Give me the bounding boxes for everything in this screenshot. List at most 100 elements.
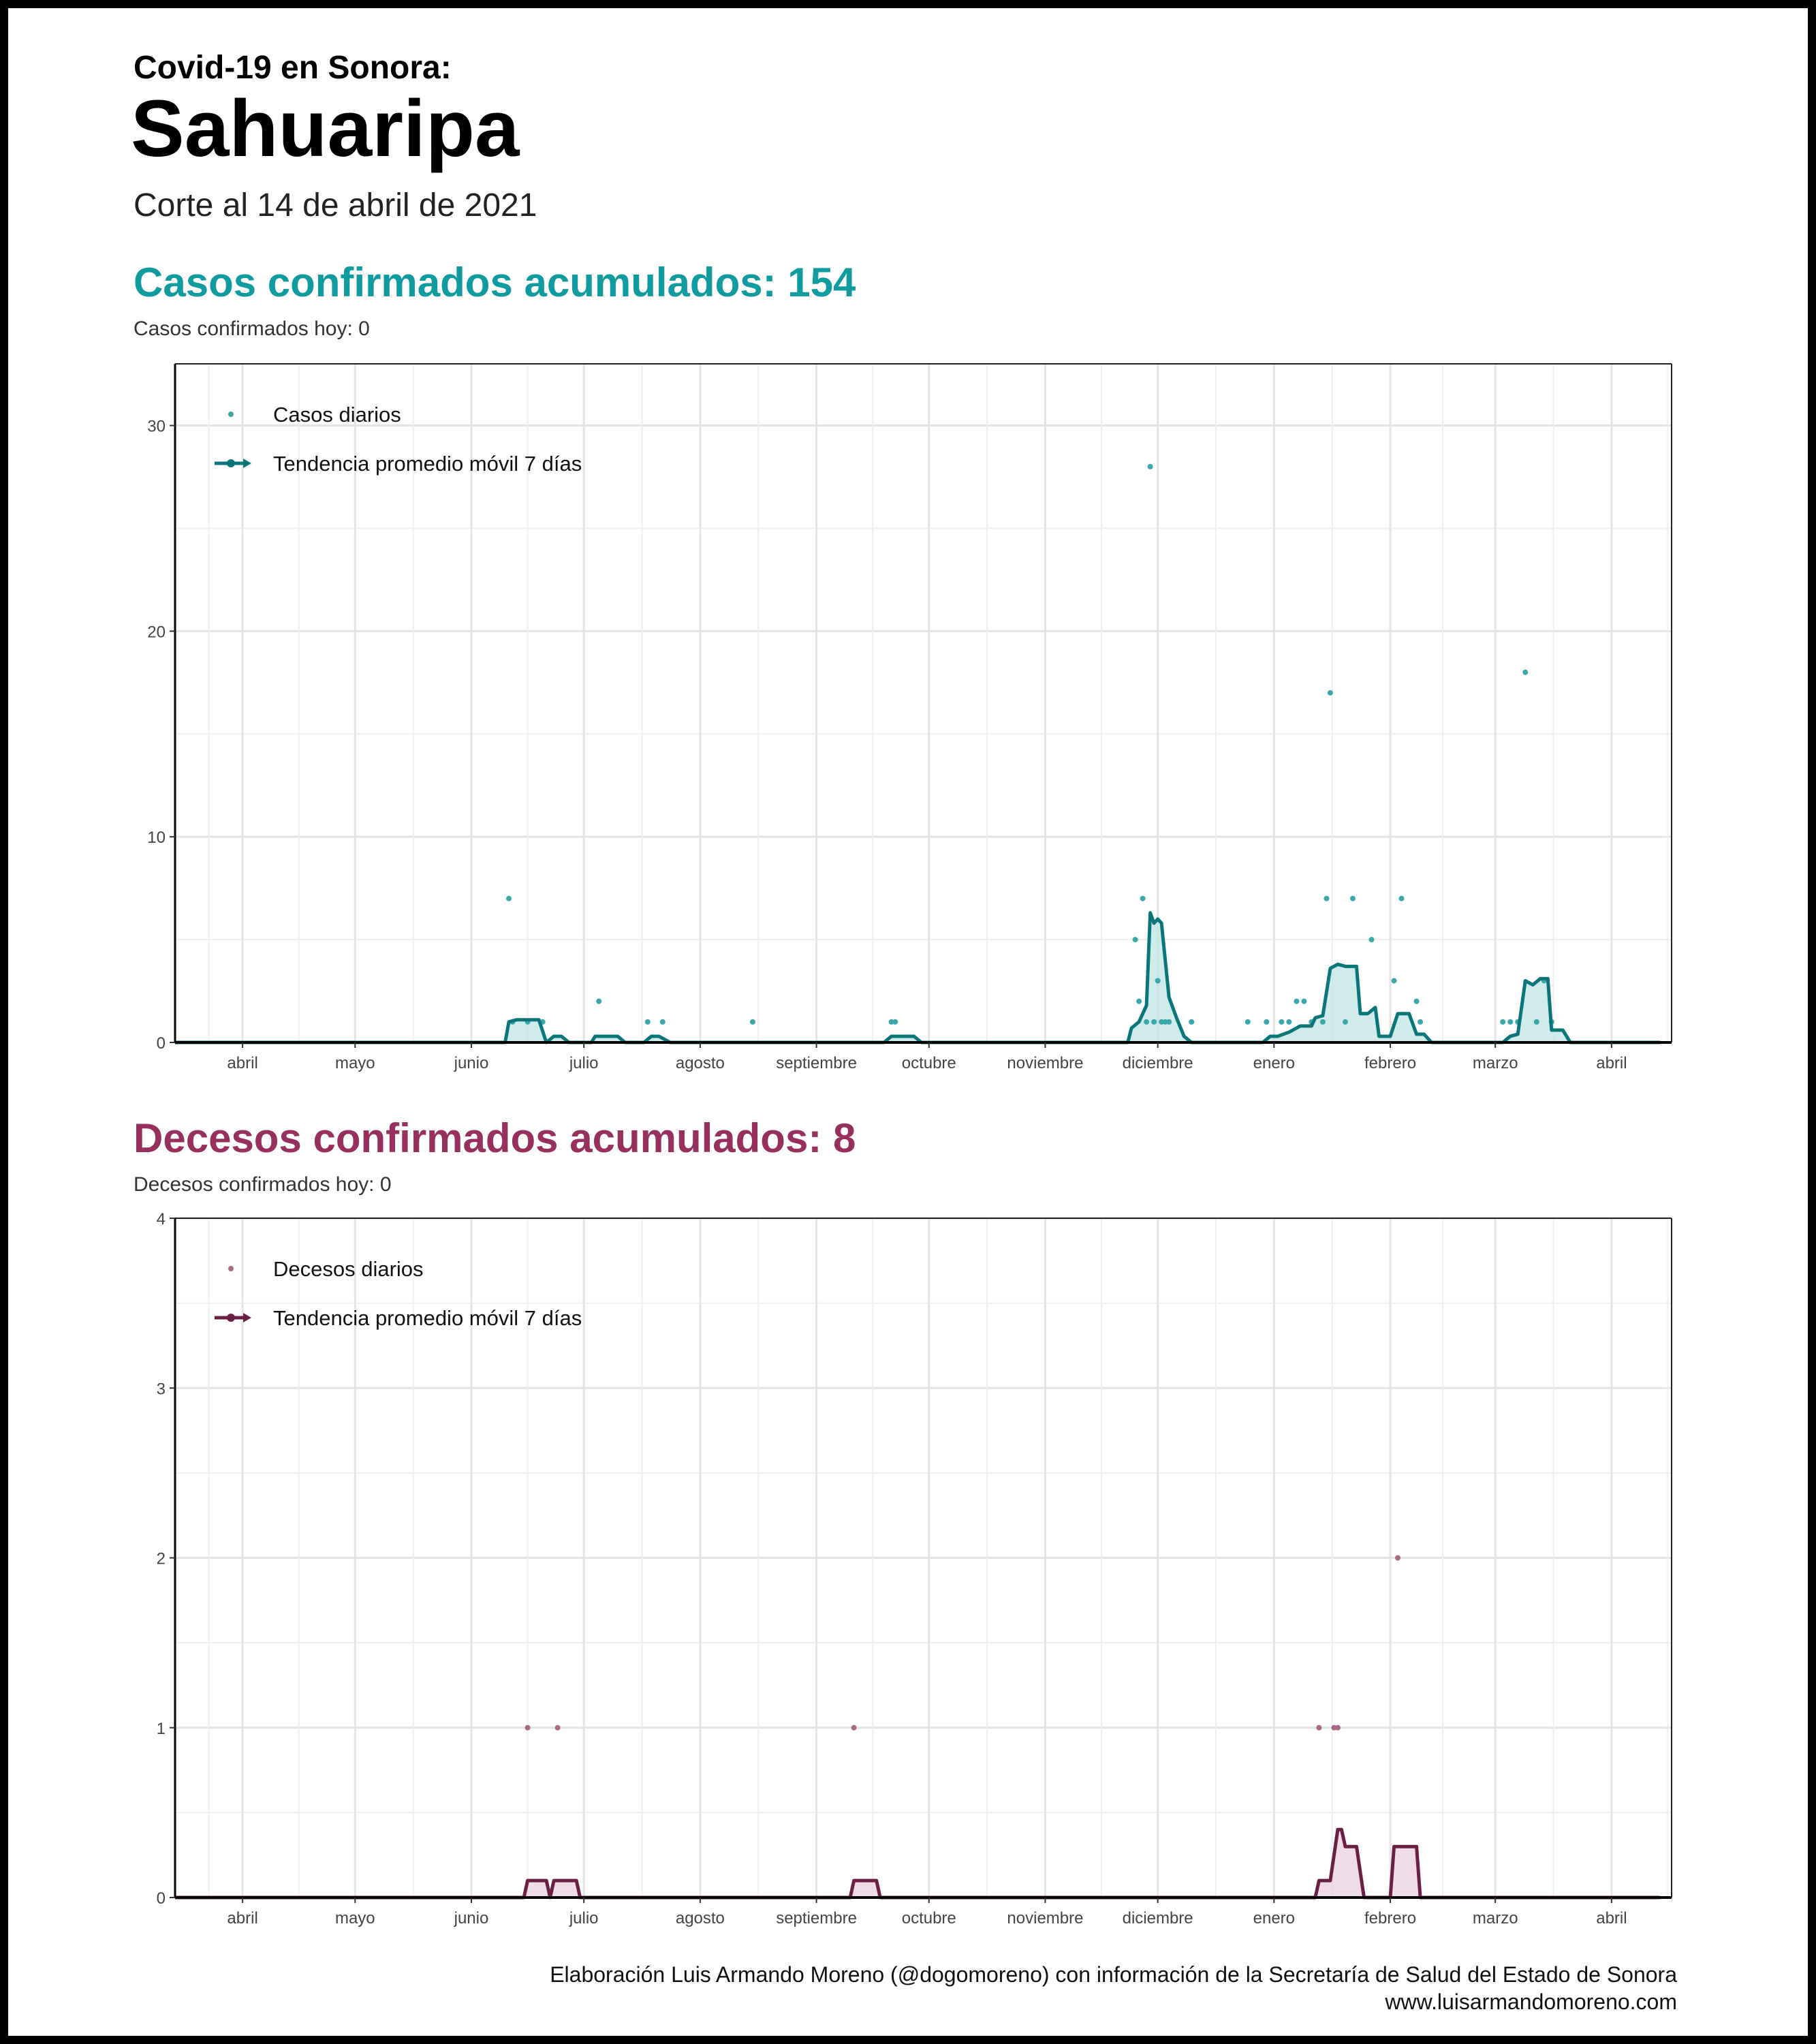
deaths-ytick-label: 4 [157,1210,166,1228]
deaths-ytick-label: 0 [157,1889,166,1908]
cases-xtick-label: enero [1253,1054,1295,1072]
cases-daily-point [1264,1019,1270,1025]
deaths-ytick-label: 3 [157,1380,166,1398]
deaths-xtick-label: febrero [1364,1909,1416,1927]
cases-daily-point [1136,998,1142,1004]
cases-daily-point [1507,1019,1514,1025]
cases-daily-point [596,998,602,1004]
deaths-xtick-label: abril [1596,1909,1627,1927]
cases-daily-point [1368,937,1375,943]
cases-daily-point [1349,895,1356,901]
cases-daily-point [892,1019,898,1025]
cases-xtick-label: febrero [1364,1054,1416,1072]
deaths-legend-points-label: Decesos diarios [273,1257,424,1281]
cases-legend-line-arrow [243,459,251,468]
cases-daily-point [1413,998,1420,1004]
deaths-daily-point [525,1724,531,1731]
cases-xtick-label: septiembre [776,1054,857,1072]
cases-xtick-label: agosto [676,1054,725,1072]
cases-legend-point-key [228,412,234,417]
cases-daily-point [1244,1019,1251,1025]
cases-legend-line-dot [227,459,235,467]
deaths-xtick-label: mayo [335,1909,375,1927]
pre-title: Covid-19 en Sonora: [134,50,452,86]
deaths-trend-area [175,1829,1661,1898]
cases-daily-point [1159,1019,1165,1025]
cases-daily-point [1533,1019,1539,1025]
cases-daily-point [659,1019,666,1025]
deaths-xtick-label: enero [1253,1909,1295,1927]
deaths-xtick-label: octubre [902,1909,956,1927]
deaths-legend-line-label: Tendencia promedio móvil 7 días [273,1306,582,1330]
cases-xtick-label: abril [1596,1054,1627,1072]
cases-legend: Casos diarios Tendencia promedio móvil 7 … [215,403,582,476]
deaths-daily-point [1395,1555,1401,1561]
deaths-xtick-label: abril [227,1909,257,1927]
cases-ytick-label: 20 [147,623,166,641]
cases-daily-point [1391,978,1397,984]
cases-grid [175,364,1672,1044]
cases-daily-point [1342,1019,1348,1025]
cases-daily-point [749,1019,755,1025]
deaths-xtick-label: septiembre [776,1909,857,1927]
cases-daily-point [1155,978,1161,984]
deaths-ytick-label: 2 [157,1550,166,1568]
deaths-daily-point [1331,1724,1337,1731]
cases-daily-point [1286,1019,1292,1025]
deaths-legend-line-arrow [243,1313,251,1322]
cases-daily-point [1294,998,1300,1004]
cases-daily-point [1140,895,1146,901]
cases-legend-line-label: Tendencia promedio móvil 7 días [273,452,582,476]
deaths-heading: Decesos confirmados acumulados: 8 [134,1115,856,1161]
deaths-xtick-label: noviembre [1007,1909,1083,1927]
footer-site: www.luisarmandomoreno.com [1385,1989,1677,2014]
cases-today: Casos confirmados hoy: 0 [134,318,370,340]
cases-ytick-label: 10 [147,829,166,847]
deaths-xtick-label: junio [454,1909,489,1927]
deaths-xtick-label: agosto [676,1909,725,1927]
cases-xtick-label: diciembre [1123,1054,1193,1072]
cut-date: Corte al 14 de abril de 2021 [134,187,537,223]
cases-daily-point [1189,1019,1195,1025]
page-title: Sahuaripa [131,84,520,174]
cases-ytick-label: 30 [147,418,166,436]
cases-daily-point [1327,690,1333,696]
deaths-ytick-label: 1 [157,1720,166,1738]
deaths-today: Decesos confirmados hoy: 0 [134,1173,392,1196]
cases-daily-point [506,895,512,901]
cases-daily-point [1418,1019,1424,1025]
deaths-daily-point [554,1724,561,1731]
cases-daily-point [1151,1019,1157,1025]
cases-daily-point [1398,895,1405,901]
cases-xtick-label: mayo [335,1054,375,1072]
deaths-xtick-label: marzo [1473,1909,1518,1927]
deaths-daily-points [525,1555,1401,1731]
cases-xtick-label: junio [454,1054,489,1072]
cases-daily-point [1522,669,1529,675]
deaths-legend-line-dot [227,1314,235,1322]
deaths-xtick-label: julio [569,1909,599,1927]
cases-daily-point [1144,1019,1150,1025]
cases-xtick-label: octubre [902,1054,956,1072]
cases-xtick-label: noviembre [1007,1054,1083,1072]
cases-daily-point [1132,937,1138,943]
cases-xtick-label: marzo [1473,1054,1518,1072]
cases-daily-point [1500,1019,1506,1025]
cases-daily-point [644,1019,651,1025]
cases-xtick-label: julio [569,1054,599,1072]
footer-credit: Elaboración Luis Armando Moreno (@dogomo… [550,1962,1677,1987]
cases-ytick-label: 0 [157,1034,166,1053]
deaths-daily-point [1334,1724,1341,1731]
cases-heading: Casos confirmados acumulados: 154 [134,260,856,305]
deaths-daily-point [1316,1724,1322,1731]
cases-legend-points-label: Casos diarios [273,403,401,427]
cases-daily-point [1324,895,1330,901]
deaths-legend-point-key [228,1266,234,1271]
cases-daily-point [1162,1019,1168,1025]
deaths-daily-point [851,1724,857,1731]
deaths-xtick-label: diciembre [1123,1909,1193,1927]
deaths-trend-line [175,1827,1661,1900]
cases-xtick-label: abril [227,1054,257,1072]
